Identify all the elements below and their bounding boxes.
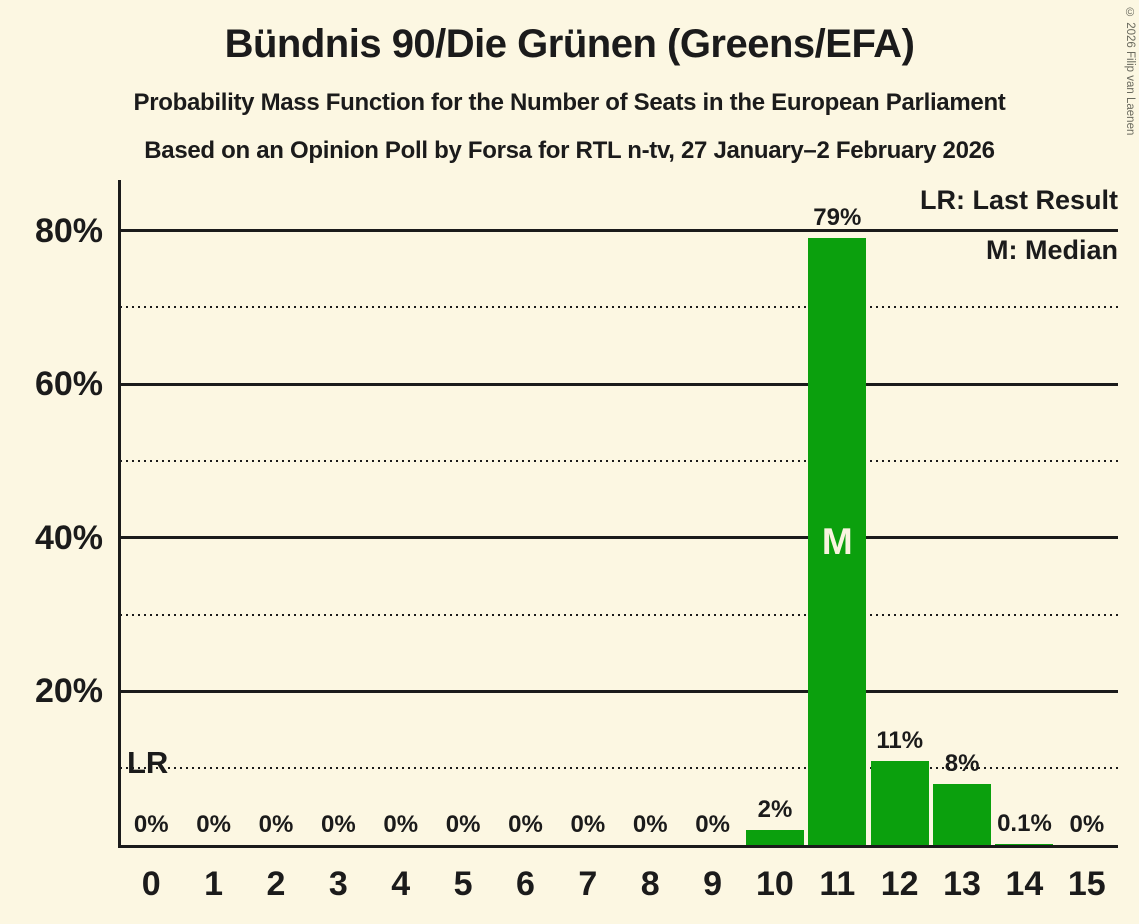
x-tick-label-6: 6 bbox=[515, 865, 535, 903]
gridline-dotted-50 bbox=[120, 460, 1118, 463]
bar-value-label-12: 11% bbox=[876, 726, 924, 754]
bar-value-label-2: 0% bbox=[258, 811, 294, 838]
gridline-solid-60 bbox=[120, 382, 1118, 386]
y-tick-label-40: 40% bbox=[34, 518, 103, 557]
legend-median: M: Median bbox=[986, 235, 1118, 265]
x-tick-label-9: 9 bbox=[703, 865, 723, 903]
last-result-gridline bbox=[120, 767, 1118, 770]
gridline-dotted-70 bbox=[120, 306, 1118, 309]
y-axis-line bbox=[118, 180, 121, 848]
bar-value-label-7: 0% bbox=[570, 811, 606, 838]
bar-seats-14 bbox=[995, 844, 1054, 845]
bar-value-label-13: 8% bbox=[944, 749, 980, 777]
chart-title: Bündnis 90/Die Grünen (Greens/EFA) bbox=[224, 22, 915, 66]
bar-seats-12 bbox=[870, 760, 929, 845]
x-tick-label-5: 5 bbox=[453, 865, 473, 903]
x-tick-label-14: 14 bbox=[1005, 865, 1044, 903]
gridline-solid-20 bbox=[120, 689, 1118, 693]
bar-value-label-0: 0% bbox=[133, 811, 169, 838]
bar-value-label-8: 0% bbox=[632, 811, 668, 838]
gridline-dotted-30 bbox=[120, 613, 1118, 616]
x-axis-line bbox=[118, 845, 1118, 848]
x-tick-label-11: 11 bbox=[819, 865, 856, 903]
bar-value-label-10: 2% bbox=[757, 795, 793, 823]
y-tick-label-20: 20% bbox=[34, 672, 103, 711]
x-tick-label-13: 13 bbox=[943, 865, 981, 903]
bar-seats-13 bbox=[933, 783, 992, 845]
x-tick-label-7: 7 bbox=[578, 865, 598, 903]
y-tick-label-80: 80% bbox=[34, 211, 103, 250]
plot-area: 0% 0% 0% 0% 0% 0% 0% 0% 0% 0% 2% M 79% 11% 8% 0.1% 0% bbox=[120, 180, 1118, 845]
x-tick-label-15: 15 bbox=[1067, 865, 1106, 903]
chart-subtitle-poll: Based on an Opinion Poll by Forsa for RT… bbox=[144, 137, 995, 164]
bar-value-label-5: 0% bbox=[445, 811, 481, 838]
y-tick-label-60: 60% bbox=[34, 365, 103, 404]
bar-value-label-6: 0% bbox=[508, 811, 543, 838]
x-tick-label-12: 12 bbox=[880, 865, 919, 903]
x-tick-label-10: 10 bbox=[756, 865, 794, 903]
x-tick-label-0: 0 bbox=[141, 865, 161, 903]
bar-value-label-11: 79% bbox=[813, 204, 862, 232]
x-tick-label-4: 4 bbox=[391, 865, 411, 903]
median-marker: M bbox=[821, 520, 853, 562]
gridline-solid-40 bbox=[120, 536, 1118, 540]
x-tick-label-8: 8 bbox=[640, 865, 660, 903]
gridline-solid-80 bbox=[120, 229, 1118, 233]
legend-last-result: LR: Last Result bbox=[919, 185, 1118, 215]
bar-value-label-4: 0% bbox=[383, 811, 419, 838]
bar-value-label-1: 0% bbox=[196, 811, 231, 838]
bar-seats-10 bbox=[745, 829, 804, 845]
bar-seats-11: M bbox=[808, 238, 867, 845]
bar-value-label-9: 0% bbox=[695, 811, 730, 838]
bar-value-label-14: 0.1% bbox=[997, 810, 1052, 838]
chart-subtitle-pmf: Probability Mass Function for the Number… bbox=[133, 89, 1006, 116]
bar-value-label-15: 0% bbox=[1069, 811, 1105, 838]
last-result-label: LR bbox=[127, 745, 169, 780]
bar-value-label-3: 0% bbox=[320, 811, 356, 838]
x-tick-label-2: 2 bbox=[266, 865, 286, 903]
copyright-notice: © 2026 Filip van Laenen bbox=[1124, 7, 1136, 136]
x-tick-label-1: 1 bbox=[204, 865, 224, 903]
x-tick-label-3: 3 bbox=[328, 865, 348, 903]
